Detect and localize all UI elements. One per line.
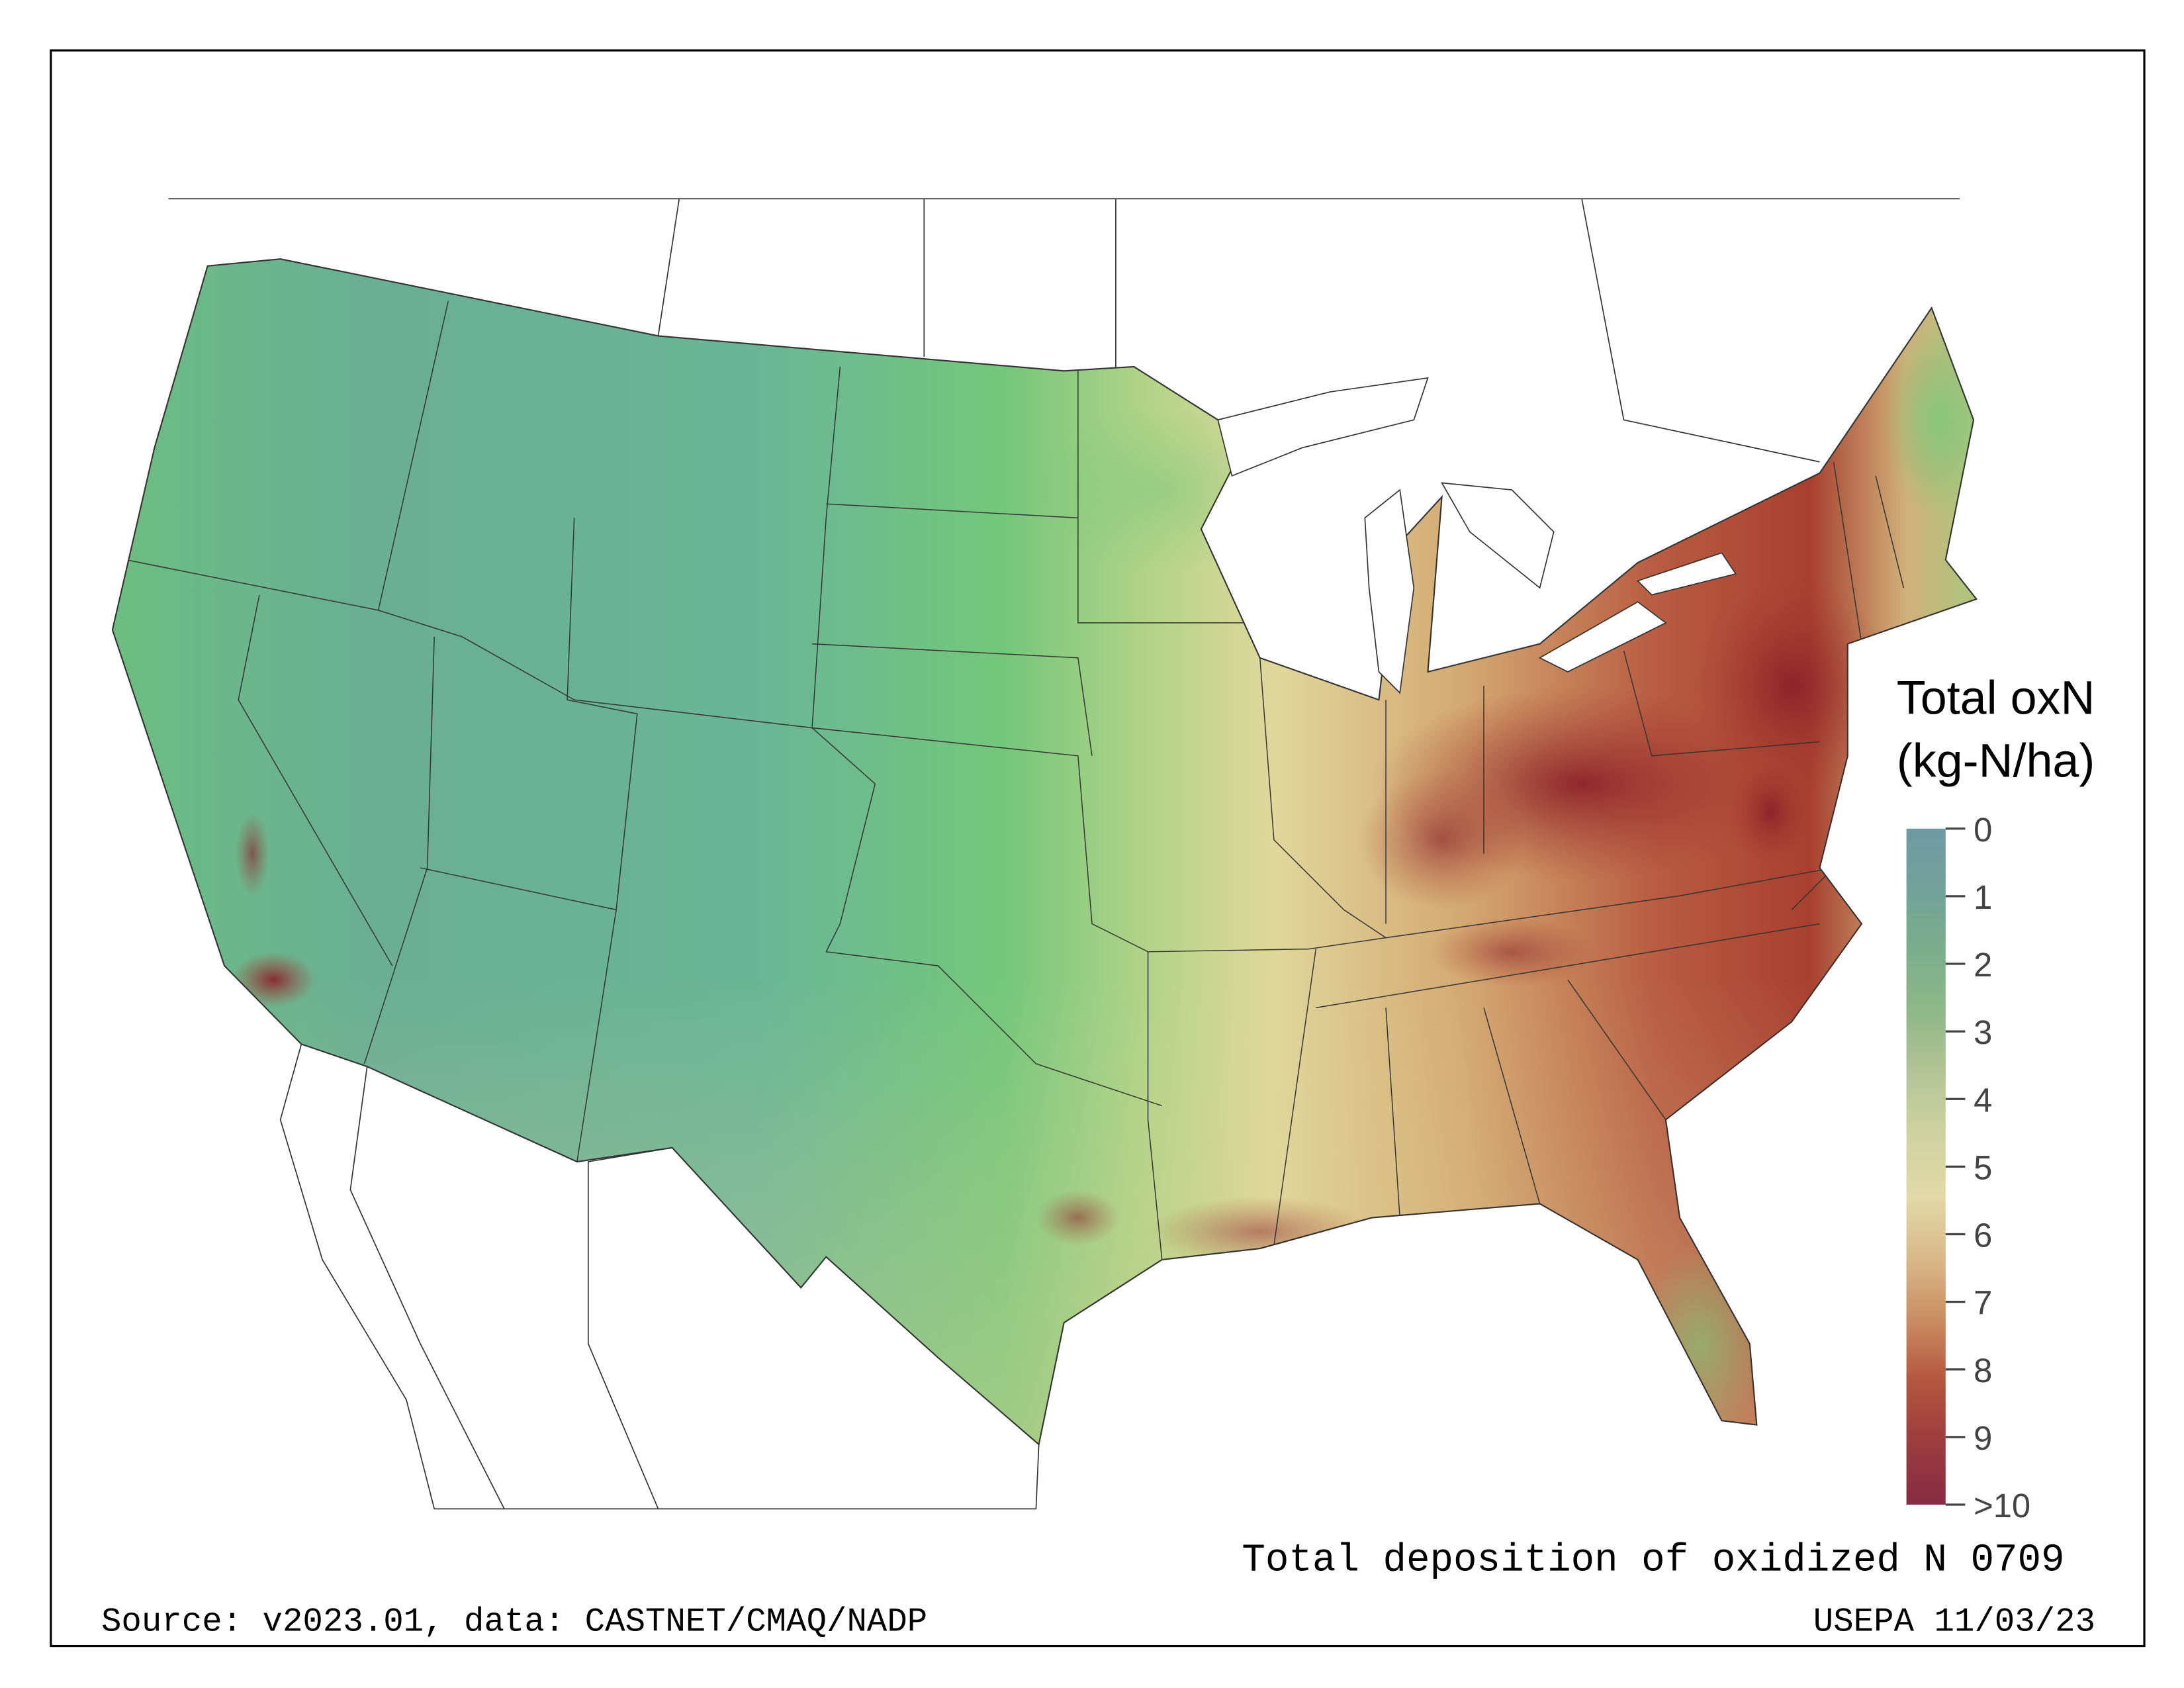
map-title: Total deposition of oxidized N 0709 xyxy=(1242,1538,2064,1582)
colorbar-tick-label: 2 xyxy=(1974,946,1992,984)
legend-title-line1: Total oxN xyxy=(1897,671,2095,724)
hotspot-chesapeake xyxy=(1729,755,1813,868)
colorbar-tick-label: 3 xyxy=(1974,1013,1992,1051)
colorbar-tick-label: 6 xyxy=(1974,1217,1992,1254)
hotspot-houston xyxy=(1036,1190,1120,1246)
hotspot-northeast-corridor xyxy=(1694,573,1890,798)
colorbar-tick-label: 0 xyxy=(1974,811,1992,849)
legend-title-line2: (kg-N/ha) xyxy=(1897,735,2095,788)
source-note: Source: v2023.01, data: CASTNET/CMAQ/NAD… xyxy=(101,1603,927,1641)
colorbar-tick-label: 5 xyxy=(1974,1149,1992,1186)
neighbor-borders xyxy=(168,198,1960,1510)
credit-note: USEPA 11/03/23 xyxy=(1813,1603,2095,1641)
colorbar-tick-label: >10 xyxy=(1974,1487,2030,1524)
great-lakes xyxy=(1217,377,1737,694)
colorbar-ticks: 0 1 2 3 4 5 6 7 8 9 >10 xyxy=(1945,811,2030,1524)
hotspot-indiana xyxy=(1357,769,1526,910)
legend: Total oxN (kg-N/ha) 0 1 2 3 4 5 6 7 8 9 >10 xyxy=(1897,671,2095,1524)
hotspot-central-valley xyxy=(235,812,269,896)
state-borders xyxy=(112,301,1905,1260)
colorbar-tick-label: 4 xyxy=(1974,1081,1992,1119)
colorbar-tick-label: 7 xyxy=(1974,1284,1992,1322)
hotspot-tennessee xyxy=(1428,916,1596,987)
colorbar xyxy=(1906,828,1946,1505)
colorbar-tick-label: 1 xyxy=(1974,878,1992,916)
colorbar-tick-label: 8 xyxy=(1974,1352,1992,1389)
colorbar-tick-label: 9 xyxy=(1974,1419,1992,1457)
